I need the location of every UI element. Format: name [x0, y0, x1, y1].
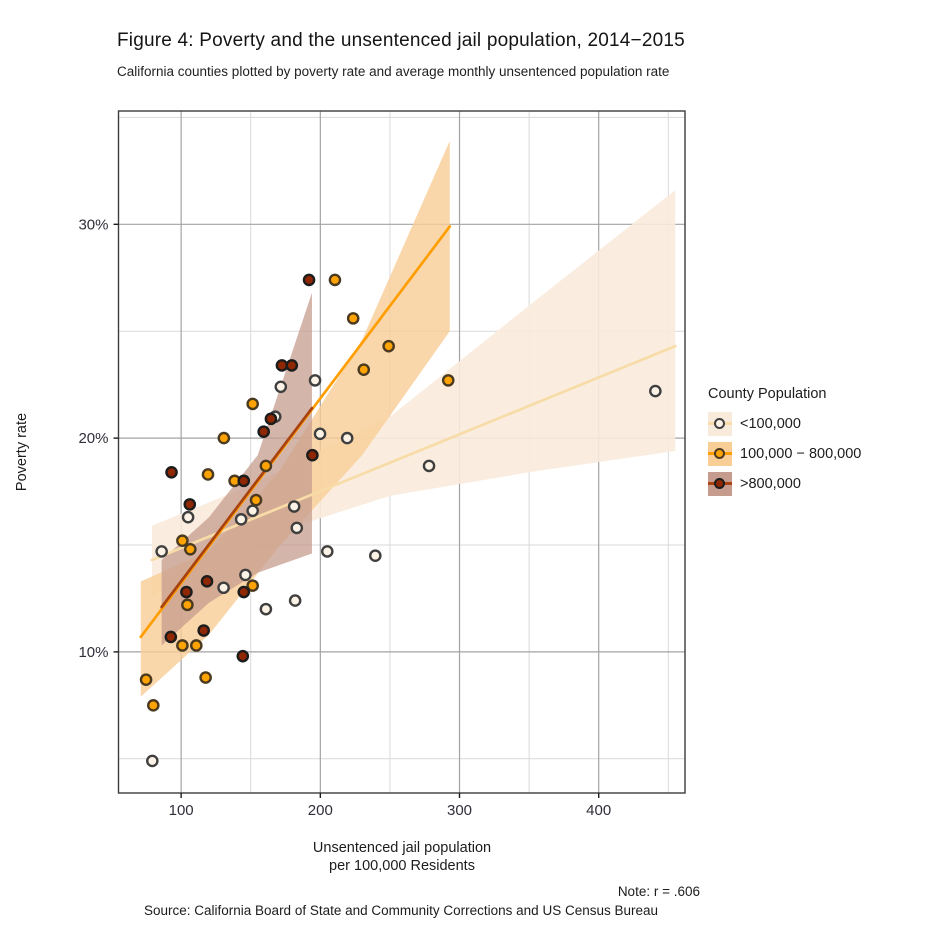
legend-title: County Population [708, 386, 827, 402]
data-point [313, 427, 327, 441]
data-point [274, 380, 288, 394]
data-point [197, 624, 210, 637]
legend-label: >800,000 [740, 475, 801, 492]
data-point [649, 384, 662, 398]
data-point [249, 493, 263, 507]
source-text: Source: California Board of State and Co… [143, 903, 659, 918]
legend-item-over-800k: >800,000 [708, 471, 861, 496]
data-point [259, 459, 273, 473]
data-point [246, 579, 259, 592]
note-text: Note: r = .606 [617, 884, 700, 899]
legend: County Population <100,000 100,000 − 800… [708, 386, 861, 501]
data-point [183, 498, 197, 511]
data-point [346, 312, 360, 325]
x-tick-label: 300 [447, 802, 472, 819]
data-point [382, 339, 395, 353]
data-point [184, 542, 197, 556]
legend-item-100k-800k: 100,000 − 800,000 [708, 441, 861, 466]
data-point [234, 513, 248, 526]
data-point [257, 425, 270, 438]
data-point [237, 474, 251, 488]
data-point [217, 581, 230, 595]
data-point [239, 568, 252, 582]
legend-swatch-100k-800k [708, 441, 732, 466]
data-point [237, 585, 251, 599]
data-point [181, 598, 194, 612]
legend-label: 100,000 − 800,000 [740, 445, 862, 462]
legend-point-icon [714, 477, 726, 489]
x-tick-label: 400 [586, 802, 611, 819]
y-tick-label: 10% [78, 644, 108, 661]
data-point [155, 545, 168, 558]
x-tick-label: 100 [169, 802, 194, 819]
y-tick-label: 20% [78, 430, 108, 447]
data-point [306, 448, 319, 462]
data-point [340, 431, 354, 445]
chart-subtitle: California counties plotted by poverty r… [117, 64, 670, 79]
legend-label: <100,000 [740, 415, 801, 432]
y-tick-label: 30% [78, 216, 108, 233]
data-point [146, 754, 159, 768]
data-point [246, 397, 259, 411]
legend-swatch-over-800k [708, 471, 732, 496]
data-point [164, 630, 178, 644]
legend-point-icon [714, 447, 726, 459]
data-point [285, 359, 299, 372]
data-point [259, 602, 273, 616]
data-point [441, 374, 455, 387]
data-point [176, 639, 189, 652]
data-point [217, 431, 231, 445]
data-point [264, 412, 278, 426]
x-tick-label: 200 [308, 802, 333, 819]
data-point [139, 673, 153, 686]
legend-item-under-100k: <100,000 [708, 411, 861, 436]
data-point [328, 273, 342, 287]
panel-border [117, 110, 686, 794]
data-point [422, 459, 436, 473]
data-point [308, 374, 322, 387]
data-point [236, 649, 250, 663]
data-point [288, 594, 302, 607]
chart-title: Figure 4: Poverty and the unsentenced ja… [117, 30, 685, 51]
data-point [176, 534, 189, 548]
data-point [275, 359, 289, 372]
data-point [190, 639, 203, 652]
data-point [290, 521, 304, 535]
data-point [320, 545, 334, 558]
data-point [199, 671, 212, 684]
data-point [200, 575, 214, 588]
legend-point-icon [714, 417, 726, 429]
data-point [287, 500, 301, 513]
data-point [357, 363, 371, 376]
data-point [180, 585, 193, 599]
x-axis-title-line1: Unsentenced jail population [312, 840, 492, 856]
data-point [201, 468, 215, 481]
data-point [181, 510, 195, 524]
data-point [246, 504, 259, 518]
regression-line-group2 [160, 406, 314, 609]
legend-swatch-under-100k [708, 411, 732, 436]
data-point [369, 549, 382, 562]
x-axis-title-line2: per 100,000 Residents [329, 858, 475, 874]
data-point [146, 699, 160, 712]
data-point [302, 273, 316, 287]
data-point [165, 466, 178, 479]
